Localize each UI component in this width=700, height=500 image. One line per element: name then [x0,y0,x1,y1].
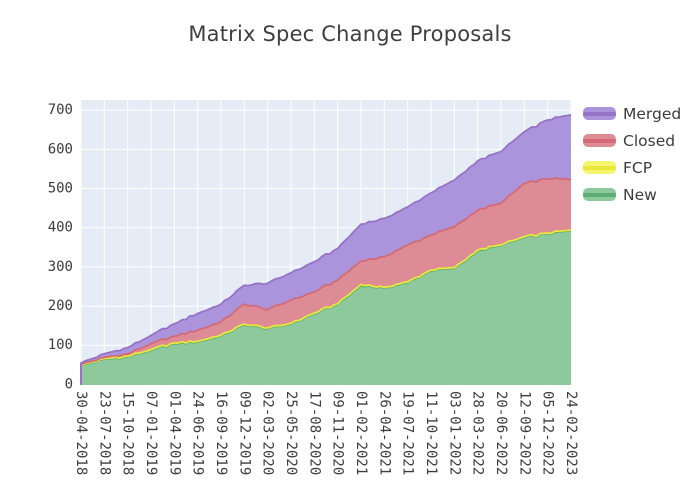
legend: Merged Closed FCP New [583,104,682,215]
x-tick-label: 16-09-2019 [213,391,229,475]
legend-item-new[interactable]: New [583,185,681,204]
legend-label-closed: Closed [623,131,676,150]
x-tick-label: 26-04-2021 [376,391,392,475]
legend-swatch-merged [583,107,616,120]
line-merged [80,114,572,385]
x-tick-label: 09-11-2020 [330,391,346,475]
x-tick-label: 15-10-2018 [120,391,136,475]
legend-swatch-fcp [583,161,616,174]
legend-swatch-line-new [583,193,616,197]
line-closed [80,177,572,385]
legend-label-fcp: FCP [623,158,653,177]
legend-item-fcp[interactable]: FCP [583,158,681,177]
y-tick-label: 700 [48,102,73,118]
y-tick-label: 300 [48,259,73,275]
y-tick-label: 100 [48,337,73,353]
x-tick-label: 25-05-2020 [283,391,299,475]
x-tick-label: 23-07-2018 [96,391,112,475]
legend-swatch-line-fcp [583,166,616,170]
legend-item-merged[interactable]: Merged [583,104,682,123]
legend-swatch-closed [583,134,616,147]
x-tick-label: 09-12-2019 [236,391,252,475]
x-tick-label: 11-10-2021 [423,391,439,475]
legend-swatch-line-closed [583,139,616,143]
legend-swatch-line-merged [583,112,616,116]
legend-item-closed[interactable]: Closed [583,131,681,150]
x-tick-label: 24-02-2023 [563,391,579,475]
x-tick-label: 20-06-2022 [493,391,509,475]
y-tick-label: 600 [48,141,73,157]
x-tick-label: 30-04-2018 [73,391,89,475]
chart-title: Matrix Spec Change Proposals [188,22,512,46]
x-tick-label: 17-08-2020 [306,391,322,475]
x-tick-label: 03-01-2022 [446,391,462,475]
x-tick-label: 01-04-2019 [166,391,182,475]
x-tick-label: 12-09-2022 [516,391,532,475]
y-tick-label: 200 [48,298,73,314]
line-fcp [80,229,572,385]
legend-swatch-new [583,188,616,201]
x-tick-label: 07-01-2019 [143,391,159,475]
y-tick-label: 400 [48,220,73,236]
y-tick-label: 0 [65,376,73,392]
legend-label-new: New [623,185,657,204]
y-tick-label: 500 [48,181,73,197]
x-tick-label: 01-02-2021 [353,391,369,475]
x-tick-label: 28-03-2022 [470,391,486,475]
x-tick-label: 05-12-2022 [540,391,556,475]
x-tick-label: 24-06-2019 [190,391,206,475]
legend-label-merged: Merged [623,104,682,123]
x-tick-label: 02-03-2020 [260,391,276,475]
x-tick-label: 19-07-2021 [400,391,416,475]
